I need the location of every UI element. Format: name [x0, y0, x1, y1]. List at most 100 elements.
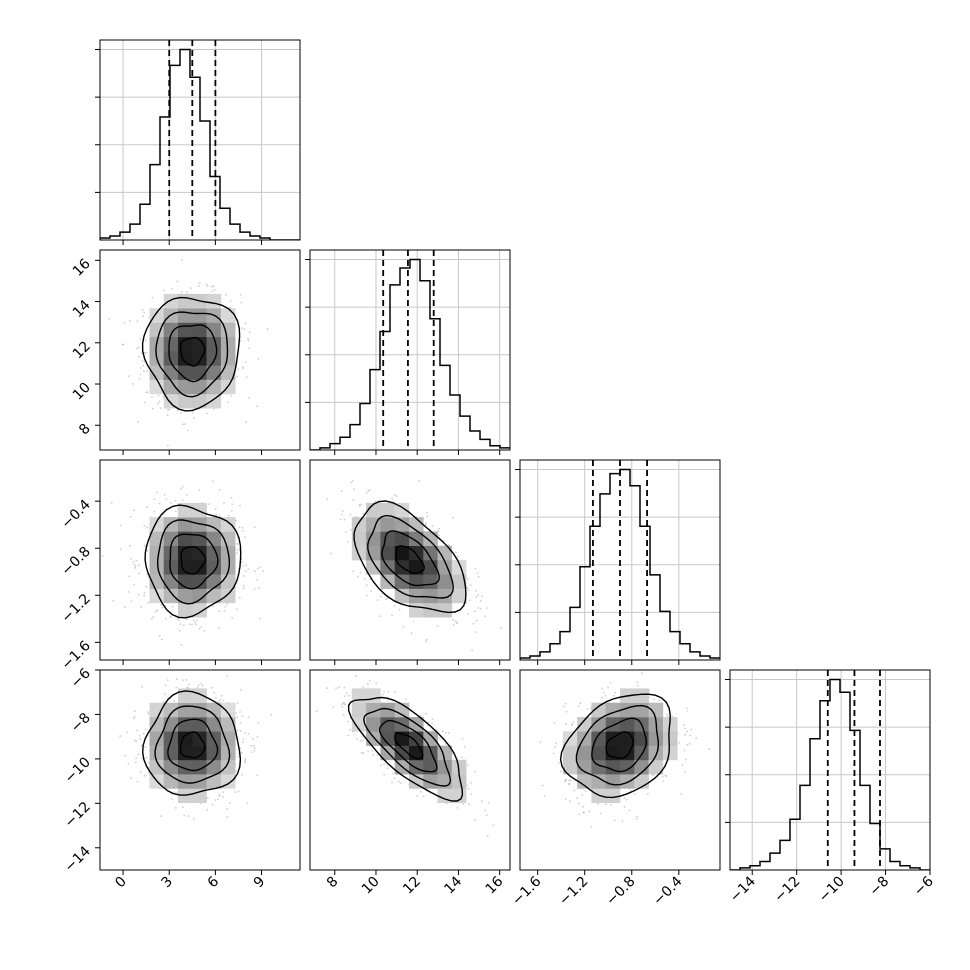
density-cell: [366, 502, 381, 518]
scatter-point: [427, 721, 430, 723]
scatter-point: [688, 742, 691, 745]
scatter-point: [565, 722, 567, 725]
density-cell: [380, 702, 395, 718]
scatter-point: [565, 710, 568, 713]
hist-panel-3: [725, 669, 931, 871]
density-cell: [192, 702, 207, 718]
density-cell: [437, 602, 453, 618]
density-cell: [409, 731, 424, 746]
scatter-point: [553, 722, 556, 724]
scatter-point: [212, 480, 214, 483]
scatter-point: [170, 501, 172, 504]
scatter-point: [684, 758, 687, 761]
scatter-point: [147, 711, 149, 714]
scatter-point: [386, 597, 389, 600]
scatter-point: [197, 285, 200, 287]
density-cell: [163, 379, 179, 395]
scatter-point: [484, 809, 486, 812]
scatter-point: [159, 407, 162, 410]
scatter-point: [211, 290, 214, 293]
scatter-point: [601, 687, 603, 690]
scatter-point: [139, 738, 142, 741]
scatter-point: [243, 575, 245, 577]
scatter-point: [634, 793, 636, 795]
scatter-point: [568, 779, 570, 782]
scatter-point: [167, 696, 169, 699]
density-cell: [206, 322, 222, 338]
scatter-point: [424, 523, 427, 526]
y-tick-label: 14: [70, 297, 94, 321]
density-cell: [206, 393, 222, 409]
scatter-point: [578, 813, 580, 816]
scatter-point: [256, 578, 258, 581]
density-cell: [163, 293, 179, 309]
scatter-point: [198, 489, 201, 492]
scatter-point: [418, 480, 420, 482]
density-cell: [366, 731, 381, 746]
contour-2: [367, 514, 454, 599]
scatter-point: [394, 494, 396, 496]
scatter-point: [462, 803, 464, 805]
scatter-point: [340, 703, 343, 705]
scatter-point: [372, 753, 375, 756]
scatter-point: [166, 679, 169, 681]
density-cell: [149, 379, 165, 395]
density-cell: [591, 774, 606, 789]
density-cell: [192, 588, 207, 604]
pair-frame: [99, 459, 301, 661]
scatter-point: [188, 683, 190, 686]
scatter-point: [445, 731, 447, 734]
scatter-point: [143, 311, 146, 314]
scatter-point: [157, 402, 159, 405]
scatter-point: [236, 552, 239, 555]
scatter-point: [653, 698, 655, 701]
scatter-point: [134, 739, 136, 742]
contour-0: [179, 731, 206, 759]
x-tick-label: 3: [158, 874, 176, 892]
density-cell: [206, 293, 222, 309]
scatter-point: [552, 752, 555, 755]
scatter-point: [175, 686, 178, 689]
scatter-point: [223, 609, 226, 612]
scatter-point: [123, 321, 126, 324]
scatter-point: [653, 774, 655, 776]
scatter-point: [140, 744, 143, 747]
scatter-point: [138, 355, 140, 358]
scatter-point: [193, 417, 195, 420]
scatter-point: [563, 705, 565, 708]
density-cell: [178, 351, 193, 366]
scatter-point: [637, 684, 639, 687]
scatter-point: [391, 781, 393, 784]
density-cell: [163, 702, 179, 718]
scatter-point: [257, 357, 260, 360]
density-cell: [192, 531, 207, 546]
contour-3: [141, 690, 242, 796]
scatter-point: [257, 567, 259, 570]
x-tick-label: 16: [483, 873, 507, 897]
scatter-point: [254, 747, 256, 749]
density-cell: [605, 731, 621, 746]
scatter-point: [229, 300, 232, 302]
scatter-point: [475, 596, 477, 598]
scatter-point: [599, 812, 602, 815]
scatter-point: [236, 549, 239, 551]
scatter-point: [176, 280, 179, 283]
density-cell: [178, 308, 193, 323]
scatter-point: [218, 795, 221, 798]
scatter-point: [150, 618, 153, 620]
scatter-point: [359, 571, 362, 574]
scatter-point: [683, 724, 685, 726]
scatter-point: [184, 423, 186, 425]
scatter-point: [610, 804, 612, 806]
density-cell: [163, 365, 179, 380]
scatter-point: [270, 713, 272, 716]
scatter-point: [681, 764, 684, 766]
scatter-point: [578, 802, 580, 805]
density-cell: [220, 745, 236, 761]
pair-clip-group: [315, 670, 495, 837]
scatter-point: [164, 693, 167, 696]
hist-panel-2: [515, 459, 721, 661]
scatter-point: [454, 620, 457, 623]
scatter-point: [244, 760, 247, 762]
scatter-point: [218, 488, 221, 491]
